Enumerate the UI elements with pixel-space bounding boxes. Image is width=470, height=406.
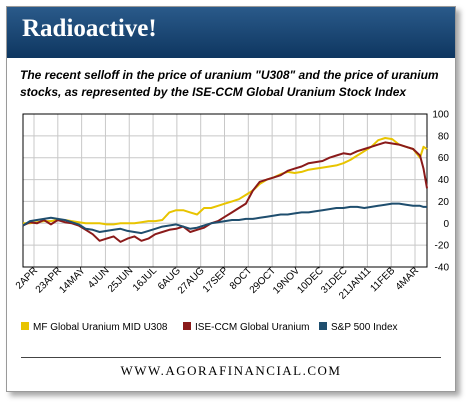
series-lines [22,137,428,243]
title-banner: Radioactive! [7,7,455,58]
y-axis-ticks: 100 80 60 40 20 0 -20 -40 [432,110,449,274]
chart-subtitle: The recent selloff in the price of urani… [20,68,439,99]
x-tick-label: 17SEP [201,265,231,295]
chart-title: Radioactive! [22,15,157,42]
line-chart: 100 80 60 40 20 0 -20 -40 2APR23APR14MAY4JUN25J… [14,110,450,334]
legend-swatch-sp500 [319,322,327,330]
series-line-sp500 [22,202,427,235]
legend-swatch-mf-global-u308 [21,322,29,330]
footer-divider [21,357,441,358]
y-tick-label: 40 [438,175,450,186]
footer-url: WWW.AGORAFINANCIAL.COM [120,363,342,378]
y-tick-label: 20 [438,197,450,208]
grid-lines [23,113,427,268]
series-line-mf-global-u308 [23,137,428,226]
x-axis-ticks: 2APR23APR14MAY4JUN25JUN16JUL6AUG27AUG17S… [14,265,421,302]
series-line-ise-ccm-uranium [22,141,428,243]
x-tick-label: 14MAY [57,265,88,296]
plot-border [22,113,428,268]
y-tick-label: 80 [438,131,450,142]
y-tick-label: 60 [438,153,450,164]
legend-label-sp500: S&P 500 Index [331,322,398,333]
y-tick-label: 0 [443,219,449,230]
y-tick-label: 100 [432,110,449,121]
x-tick-label: 4MAR [394,265,421,292]
x-tick-label: 16JUL [131,265,160,294]
chart-frame: Radioactive! The recent selloff in the p… [6,6,456,392]
legend-swatch-ise-ccm-uranium [183,322,191,330]
y-tick-label: -40 [435,263,450,274]
legend-label-mf-global-u308: MF Global Uranium MID U308 [33,322,168,333]
legend-label-ise-ccm-uranium: ISE-CCM Global Uranium [195,322,309,333]
x-tick-label: 25JUN [106,265,135,294]
x-tick-label: 11FEB [368,265,397,294]
y-tick-label: -20 [435,241,450,252]
legend: MF Global Uranium MID U308 ISE-CCM Global… [21,322,398,333]
x-tick-label: 27AUG [176,265,207,296]
